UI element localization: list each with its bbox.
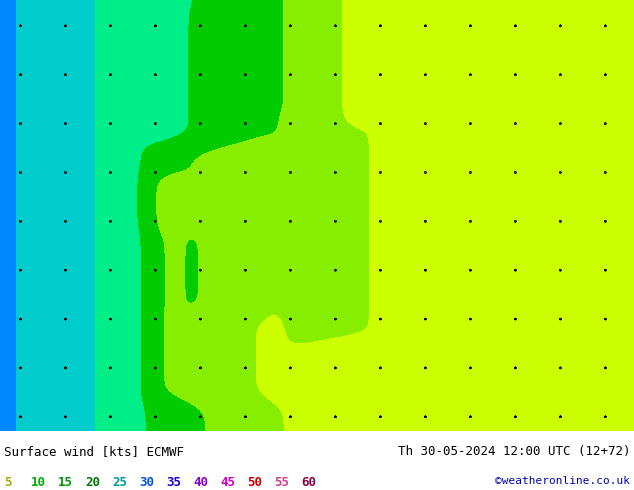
Text: 60: 60 xyxy=(301,476,316,490)
Text: 35: 35 xyxy=(166,476,181,490)
Text: 55: 55 xyxy=(274,476,289,490)
Text: ©weatheronline.co.uk: ©weatheronline.co.uk xyxy=(495,476,630,486)
Text: 40: 40 xyxy=(193,476,208,490)
Text: 5: 5 xyxy=(4,476,11,490)
Text: 20: 20 xyxy=(85,476,100,490)
Text: 25: 25 xyxy=(112,476,127,490)
Text: 45: 45 xyxy=(220,476,235,490)
Text: 10: 10 xyxy=(31,476,46,490)
Text: 50: 50 xyxy=(247,476,262,490)
Text: 15: 15 xyxy=(58,476,73,490)
Text: Surface wind [kts] ECMWF: Surface wind [kts] ECMWF xyxy=(4,445,184,458)
Text: Th 30-05-2024 12:00 UTC (12+72): Th 30-05-2024 12:00 UTC (12+72) xyxy=(398,445,630,458)
Text: 30: 30 xyxy=(139,476,154,490)
